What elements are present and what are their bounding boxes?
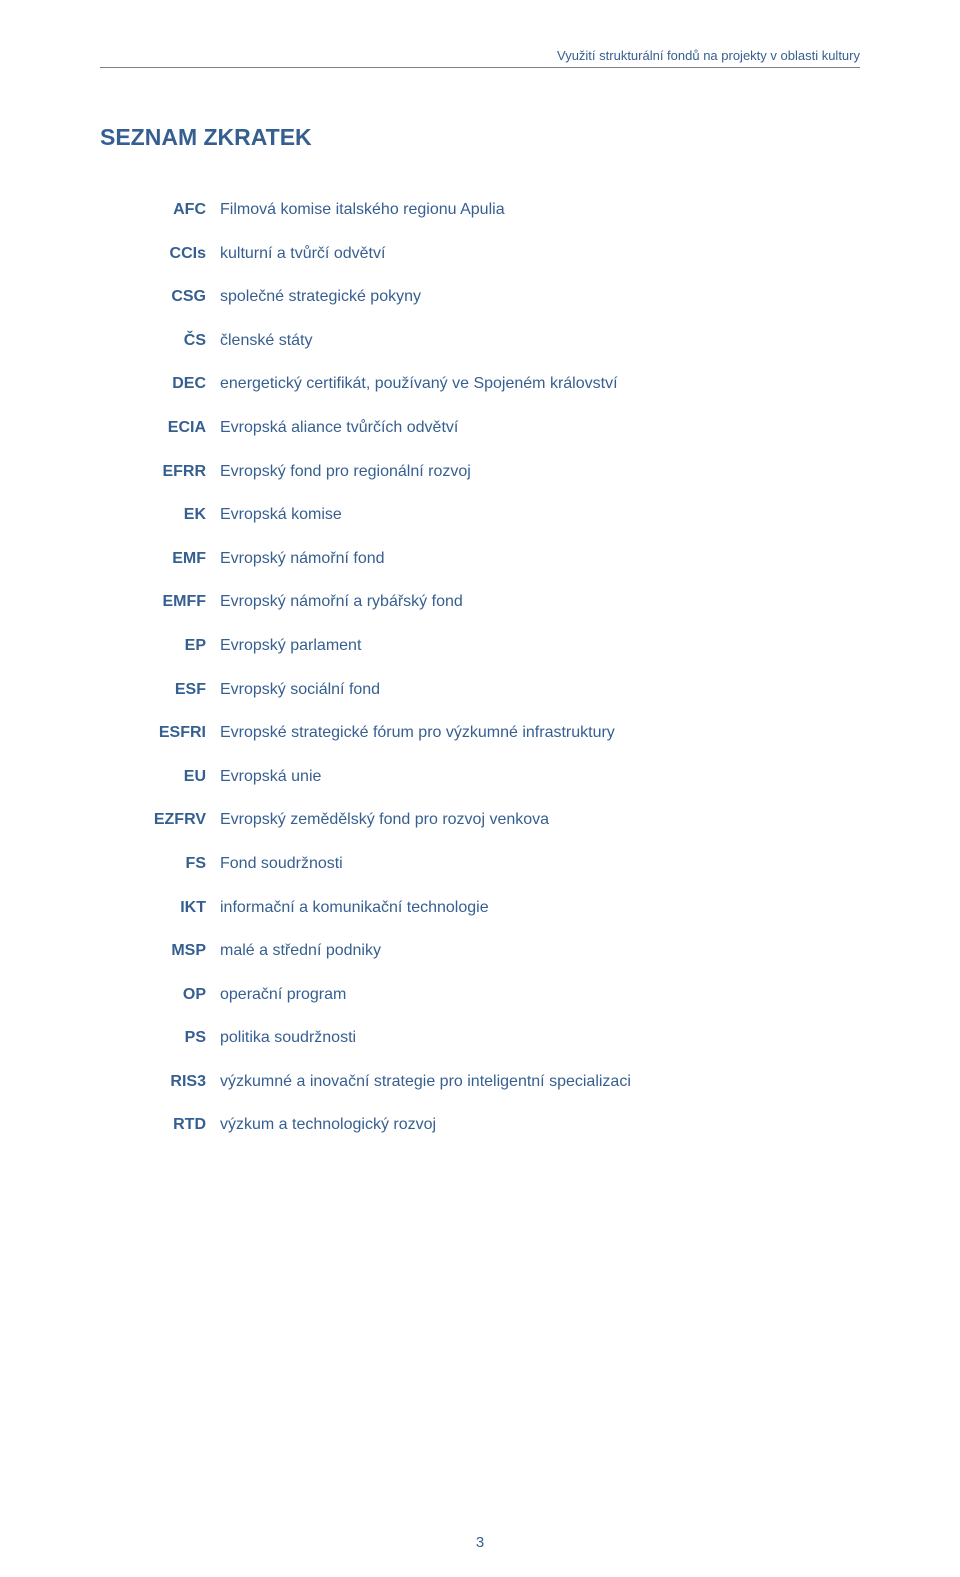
abbr-row: OPoperační program (100, 984, 860, 1006)
abbr-term: EMF (100, 550, 220, 568)
abbr-term: IKT (100, 899, 220, 917)
abbr-definition: Evropský námořní a rybářský fond (220, 591, 463, 613)
abbr-definition: Evropský parlament (220, 635, 361, 657)
abbr-row: EUEvropská unie (100, 766, 860, 788)
abbr-definition: informační a komunikační technologie (220, 897, 489, 919)
abbr-term: ČS (100, 332, 220, 350)
abbr-row: RTDvýzkum a technologický rozvoj (100, 1114, 860, 1136)
abbr-definition: výzkum a technologický rozvoj (220, 1114, 436, 1136)
abbr-definition: Evropský fond pro regionální rozvoj (220, 461, 471, 483)
abbr-definition: operační program (220, 984, 346, 1006)
header-rule (100, 67, 860, 68)
abbr-term: CSG (100, 288, 220, 306)
abbr-term: EZFRV (100, 811, 220, 829)
abbr-term: EFRR (100, 463, 220, 481)
abbr-definition: členské státy (220, 330, 312, 352)
abbr-definition: kulturní a tvůrčí odvětví (220, 243, 385, 265)
abbr-row: PSpolitika soudržnosti (100, 1027, 860, 1049)
abbr-term: PS (100, 1029, 220, 1047)
abbr-row: FSFond soudržnosti (100, 853, 860, 875)
abbr-row: EKEvropská komise (100, 504, 860, 526)
abbr-term: RIS3 (100, 1073, 220, 1091)
abbr-term: ECIA (100, 419, 220, 437)
abbr-definition: Evropská komise (220, 504, 342, 526)
abbr-definition: výzkumné a inovační strategie pro inteli… (220, 1071, 631, 1093)
abbr-definition: Filmová komise italského regionu Apulia (220, 199, 505, 221)
abbr-row: AFCFilmová komise italského regionu Apul… (100, 199, 860, 221)
abbr-definition: energetický certifikát, používaný ve Spo… (220, 373, 618, 395)
abbr-row: ESFEvropský sociální fond (100, 679, 860, 701)
abbr-definition: Evropský zemědělský fond pro rozvoj venk… (220, 809, 549, 831)
abbr-term: MSP (100, 942, 220, 960)
abbr-term: EK (100, 506, 220, 524)
abbr-term: ESFRI (100, 724, 220, 742)
page: Využití strukturální fondů na projekty v… (0, 0, 960, 1577)
abbr-term: OP (100, 986, 220, 1004)
page-number: 3 (0, 1534, 960, 1551)
abbr-term: RTD (100, 1116, 220, 1134)
abbr-row: ČSčlenské státy (100, 330, 860, 352)
abbr-row: MSPmalé a střední podniky (100, 940, 860, 962)
abbr-definition: Evropský námořní fond (220, 548, 385, 570)
abbr-term: AFC (100, 201, 220, 219)
abbr-term: FS (100, 855, 220, 873)
abbr-row: CSGspolečné strategické pokyny (100, 286, 860, 308)
abbr-definition: Evropské strategické fórum pro výzkumné … (220, 722, 615, 744)
abbr-definition: Fond soudržnosti (220, 853, 343, 875)
abbr-row: EPEvropský parlament (100, 635, 860, 657)
abbr-row: CCIskulturní a tvůrčí odvětví (100, 243, 860, 265)
abbr-definition: společné strategické pokyny (220, 286, 421, 308)
abbr-definition: Evropský sociální fond (220, 679, 380, 701)
abbr-row: DECenergetický certifikát, používaný ve … (100, 373, 860, 395)
running-title: Využití strukturální fondů na projekty v… (100, 48, 860, 63)
abbr-term: CCIs (100, 245, 220, 263)
abbr-term: EU (100, 768, 220, 786)
abbr-term: ESF (100, 681, 220, 699)
abbr-definition: Evropská unie (220, 766, 321, 788)
abbr-row: EMFFEvropský námořní a rybářský fond (100, 591, 860, 613)
section-title: SEZNAM ZKRATEK (100, 124, 860, 151)
abbr-row: EFRREvropský fond pro regionální rozvoj (100, 461, 860, 483)
abbr-definition: malé a střední podniky (220, 940, 381, 962)
abbr-row: ESFRIEvropské strategické fórum pro výzk… (100, 722, 860, 744)
abbr-term: EP (100, 637, 220, 655)
abbr-row: EMFEvropský námořní fond (100, 548, 860, 570)
abbr-term: EMFF (100, 593, 220, 611)
abbr-row: RIS3výzkumné a inovační strategie pro in… (100, 1071, 860, 1093)
abbr-term: DEC (100, 375, 220, 393)
abbr-list: AFCFilmová komise italského regionu Apul… (100, 199, 860, 1136)
abbr-row: EZFRVEvropský zemědělský fond pro rozvoj… (100, 809, 860, 831)
abbr-definition: Evropská aliance tvůrčích odvětví (220, 417, 458, 439)
abbr-row: ECIAEvropská aliance tvůrčích odvětví (100, 417, 860, 439)
abbr-definition: politika soudržnosti (220, 1027, 356, 1049)
abbr-row: IKTinformační a komunikační technologie (100, 897, 860, 919)
